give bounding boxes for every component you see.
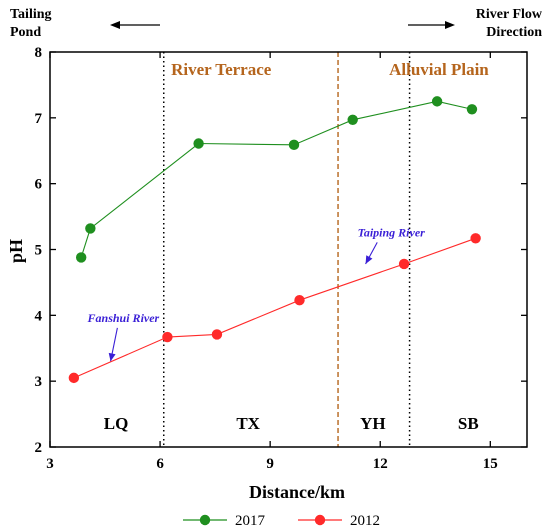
corner-notes: Tailing Pond River Flow Direction bbox=[10, 7, 543, 40]
corner-right-line2: Direction bbox=[486, 25, 542, 40]
y-tick-label-5: 5 bbox=[35, 243, 43, 259]
x-axis-title: Distance/km bbox=[249, 482, 345, 502]
x-tick-label-6: 6 bbox=[156, 456, 164, 472]
river-annotations: Fanshui River Taiping River bbox=[87, 225, 426, 362]
left-arrow-icon bbox=[110, 21, 160, 29]
corner-right-line1: River Flow bbox=[476, 7, 543, 22]
river-arrow-icon-2 bbox=[365, 242, 378, 265]
region-label-1: River Terrace bbox=[171, 60, 272, 79]
point-2017-7 bbox=[466, 104, 478, 115]
corner-left-line2: Pond bbox=[10, 25, 41, 40]
series-line-2012 bbox=[73, 237, 476, 379]
point-2017-4 bbox=[288, 139, 300, 151]
point-2017-5 bbox=[347, 114, 358, 126]
zone-labels: LQ TX YH SB bbox=[104, 414, 479, 433]
legend-label-2017: 2017 bbox=[235, 513, 266, 529]
point-2017-2 bbox=[85, 223, 96, 234]
legend-marker-2012 bbox=[314, 514, 326, 526]
point-2012-3 bbox=[211, 329, 223, 340]
data-series bbox=[68, 96, 481, 384]
zone-label-sb: SB bbox=[458, 414, 479, 433]
river-arrow-icon-1 bbox=[108, 327, 118, 362]
point-2012-2 bbox=[162, 331, 173, 343]
zone-label-lq: LQ bbox=[104, 414, 129, 433]
corner-left-line1: Tailing bbox=[10, 7, 52, 22]
x-tick-label-3: 3 bbox=[46, 456, 54, 472]
point-2012-6 bbox=[470, 233, 481, 244]
y-tick-label-7: 7 bbox=[35, 111, 43, 127]
point-2017-3 bbox=[193, 138, 204, 149]
zone-label-yh: YH bbox=[360, 414, 386, 433]
y-axis-title: pH bbox=[6, 239, 26, 263]
point-2012-5 bbox=[398, 258, 410, 270]
point-2012-1 bbox=[68, 372, 80, 384]
x-tick-label-12: 12 bbox=[373, 456, 388, 472]
x-tick-label-15: 15 bbox=[483, 456, 498, 472]
river-annotation-1: Fanshui River bbox=[87, 311, 160, 325]
region-labels: River Terrace Alluvial Plain bbox=[171, 60, 489, 79]
y-tick-label-2: 2 bbox=[35, 440, 43, 456]
river-annotation-2: Taiping River bbox=[358, 225, 426, 239]
legend: 2017 2012 bbox=[183, 513, 380, 529]
legend-label-2012: 2012 bbox=[350, 513, 380, 529]
point-2012-4 bbox=[294, 294, 305, 306]
zone-label-tx: TX bbox=[236, 414, 260, 433]
y-tick-label-4: 4 bbox=[35, 308, 43, 324]
point-2017-6 bbox=[431, 96, 443, 107]
legend-marker-2017 bbox=[199, 514, 211, 526]
y-tick-label-6: 6 bbox=[35, 177, 43, 193]
y-tick-label-3: 3 bbox=[35, 374, 43, 390]
x-tick-label-9: 9 bbox=[266, 456, 274, 472]
point-2017-1 bbox=[75, 252, 87, 263]
zone-dividers bbox=[162, 52, 411, 447]
region-label-2: Alluvial Plain bbox=[389, 60, 489, 79]
plot-frame bbox=[49, 51, 528, 448]
y-tick-label-8: 8 bbox=[35, 45, 43, 61]
right-arrow-icon bbox=[408, 21, 455, 29]
